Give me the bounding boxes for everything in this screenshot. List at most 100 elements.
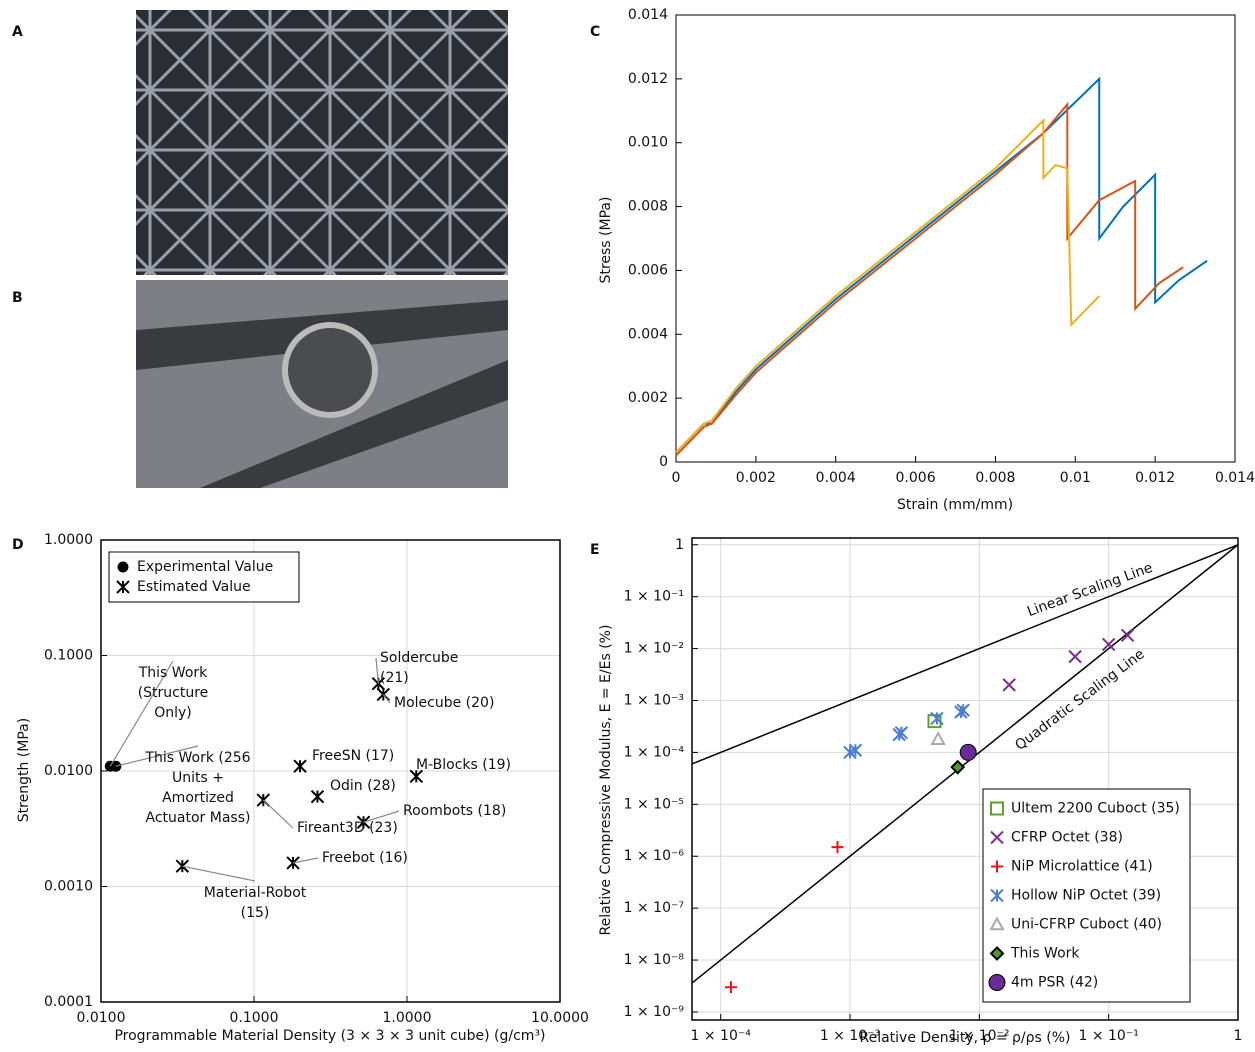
legend-label: This Work <box>1010 946 1080 962</box>
y-tick-label: 1 × 10⁻³ <box>624 692 684 708</box>
photo-a <box>136 10 508 275</box>
legend-label: Estimated Value <box>137 579 251 595</box>
y-tick-label: 1.0000 <box>44 532 93 548</box>
x-tick-label: 0 <box>672 470 681 486</box>
leader-line <box>262 799 294 829</box>
legend-box <box>108 551 300 603</box>
data-point <box>310 789 325 804</box>
y-tick-label: 0.008 <box>628 199 668 215</box>
photo-b-detail <box>282 322 378 418</box>
panel-label: E <box>590 542 600 558</box>
panel-label: B <box>12 290 23 306</box>
panel-label: C <box>590 24 600 40</box>
legend-label: Experimental Value <box>137 559 273 575</box>
leader-line <box>375 657 379 684</box>
data-point <box>1120 628 1135 643</box>
annotation: (Structure <box>138 685 209 701</box>
data-point <box>293 759 307 773</box>
leader-line <box>182 865 256 882</box>
annotation: M-Blocks (19) <box>416 757 511 773</box>
y-tick-label: 1 <box>675 537 684 553</box>
legend-label: CFRP Octet (38) <box>1011 830 1123 846</box>
annotation: Molecube (20) <box>394 695 494 711</box>
y-tick-label: 1 × 10⁻⁴ <box>624 744 685 760</box>
legend-label: Hollow NiP Octet (39) <box>1011 888 1161 904</box>
y-tick-label: 0 <box>659 454 668 470</box>
plot-frame <box>691 537 1239 1021</box>
annotation: Soldercube <box>380 650 458 666</box>
data-point <box>950 759 966 775</box>
data-point <box>1068 649 1082 664</box>
y-tick-label: 1 × 10⁻⁸ <box>624 952 685 968</box>
data-point <box>724 981 737 994</box>
annotation: Fireant3D (23) <box>297 820 398 836</box>
leader-line <box>363 810 400 823</box>
plot-frame <box>675 14 1236 463</box>
leader-line <box>292 857 319 864</box>
y-tick-label: 0.006 <box>628 262 668 278</box>
y-tick-label: 0.0100 <box>44 763 93 779</box>
plot-frame <box>100 539 561 1003</box>
data-point <box>894 725 909 740</box>
legend-marker <box>991 860 1003 873</box>
annotation: (15) <box>241 905 270 921</box>
x-tick-label: 0.008 <box>975 470 1015 486</box>
data-point <box>831 841 844 854</box>
y-tick-label: 0.0001 <box>44 994 93 1010</box>
y-tick-label: 1 × 10⁻¹ <box>624 589 684 605</box>
leader-line <box>109 660 174 767</box>
annotation: Actuator Mass) <box>146 810 251 826</box>
x-tick-label: 0.012 <box>1135 470 1175 486</box>
reference-line <box>691 544 1239 765</box>
x-tick-label: 1 × 10⁻⁴ <box>691 1028 752 1044</box>
data-point <box>1002 678 1016 692</box>
legend-marker <box>989 946 1005 961</box>
y-tick-label: 1 × 10⁻⁹ <box>624 1004 685 1020</box>
data-point <box>376 687 391 702</box>
x-tick-label: 1 × 10⁻¹ <box>1078 1028 1138 1044</box>
reference-line <box>691 544 1239 984</box>
y-tick-label: 1 × 10⁻⁶ <box>624 848 685 864</box>
legend-marker <box>990 830 1004 845</box>
y-tick-label: 0.1000 <box>44 648 93 664</box>
x-tick-label: 0.01 <box>1060 470 1091 486</box>
legend-label: NiP Microlattice (41) <box>1011 859 1153 875</box>
annotation: (21) <box>380 670 409 686</box>
x-tick-label: 1 × 10⁻³ <box>820 1028 880 1044</box>
x-tick-label: 0.1000 <box>230 1010 279 1026</box>
x-tick-label: 10.0000 <box>531 1010 589 1026</box>
legend-label: Uni-CFRP Cuboct (40) <box>1011 917 1162 933</box>
annotation: Amortized <box>162 790 234 806</box>
data-point <box>848 743 863 757</box>
legend-label: 4m PSR (42) <box>1011 975 1098 991</box>
legend-marker <box>990 888 1004 903</box>
y-tick-label: 0.0010 <box>44 879 93 895</box>
annotation: This Work <box>138 665 208 681</box>
legend-marker <box>116 580 130 594</box>
x-tick-label: 0.006 <box>896 470 936 486</box>
annotation: Only) <box>154 705 192 721</box>
legend-marker <box>988 974 1006 991</box>
y-tick-label: 0.004 <box>628 326 668 342</box>
x-tick-label: 0.0100 <box>77 1010 126 1026</box>
y-tick-label: 0.014 <box>628 7 668 23</box>
series-line <box>675 101 1184 457</box>
panel-label: A <box>12 24 23 40</box>
series-line <box>675 117 1100 454</box>
y-tick-label: 1 × 10⁻² <box>624 641 684 657</box>
annotation: Material-Robot <box>204 885 307 901</box>
x-tick-label: 1 <box>1234 1028 1243 1044</box>
annotation: This Work (256 <box>144 750 250 766</box>
legend-marker <box>117 561 129 573</box>
y-axis-title: Relative Compressive Modulus, E = E/Es (… <box>598 625 614 936</box>
panel-label: D <box>12 537 24 553</box>
x-axis-title: Relative Density, ρ = ρ/ρs (%) <box>859 1030 1070 1046</box>
y-tick-label: 0.012 <box>628 71 668 87</box>
annotation: Linear Scaling Line <box>1025 560 1155 620</box>
y-axis-title: Stress (MPa) <box>598 197 614 284</box>
annotation: Units + <box>172 770 224 786</box>
data-point <box>930 731 946 745</box>
leader-line <box>115 745 199 767</box>
data-point <box>959 743 977 761</box>
